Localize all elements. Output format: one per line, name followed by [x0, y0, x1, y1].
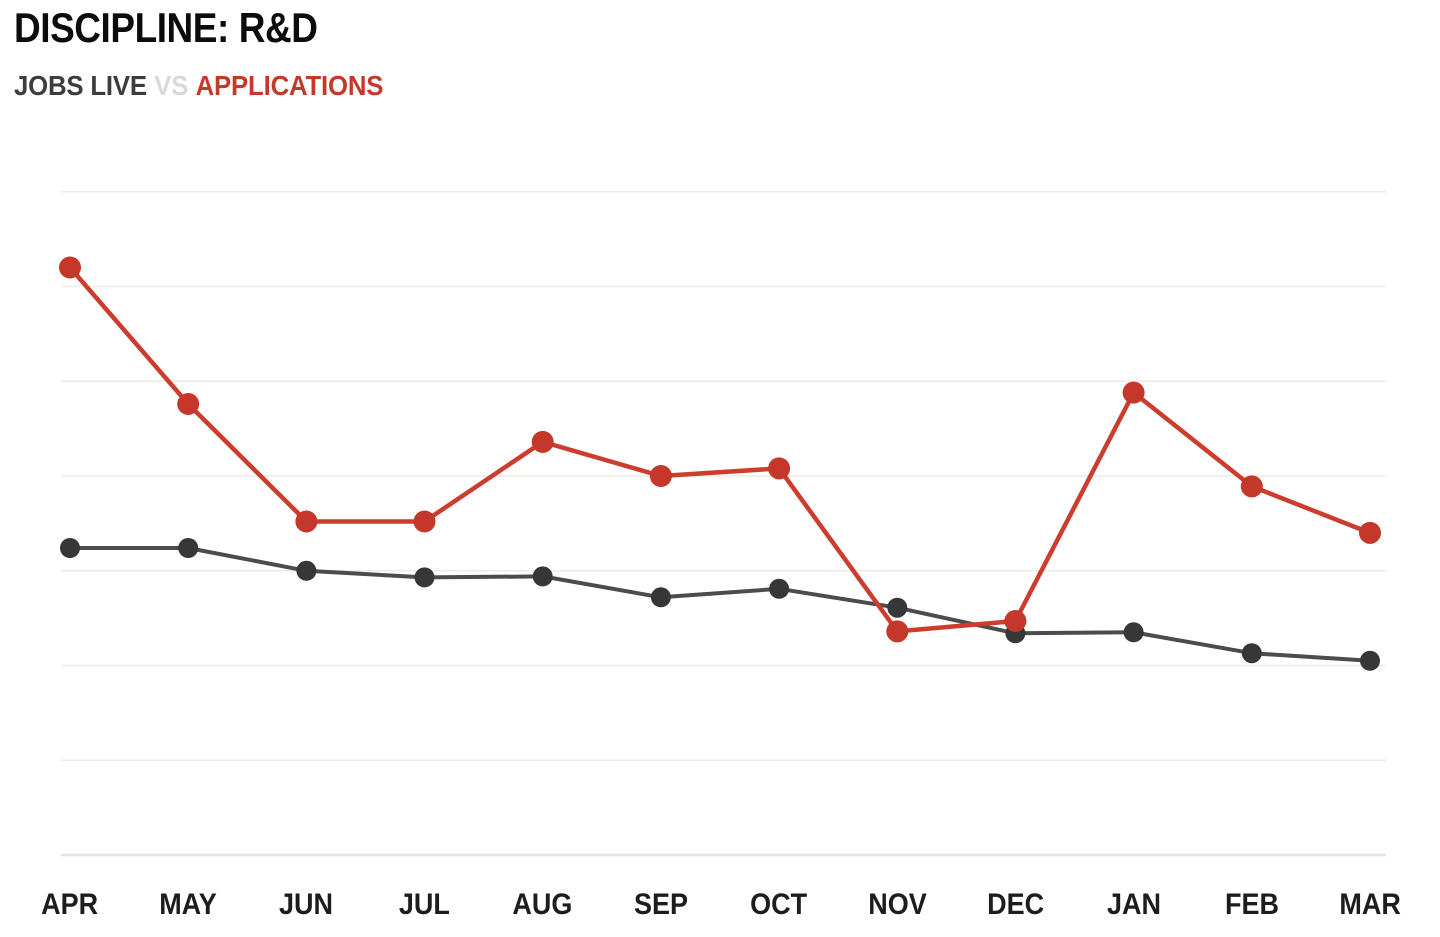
applications-point[interactable] — [886, 620, 909, 643]
jobs-live-point[interactable] — [887, 597, 908, 618]
x-axis-label: FEB — [1224, 888, 1279, 921]
applications-point[interactable] — [1240, 475, 1263, 498]
page-title: DISCIPLINE: R&D — [14, 4, 318, 51]
applications-point[interactable] — [649, 465, 672, 487]
jobs-live-line — [68, 546, 1372, 663]
x-axis-label: SEP — [633, 888, 688, 921]
applications-point[interactable] — [531, 430, 554, 453]
jobs-live-point[interactable] — [1360, 650, 1380, 671]
jobs-live-point[interactable] — [532, 566, 553, 587]
applications-point[interactable] — [177, 393, 200, 415]
jobs-live-point[interactable] — [60, 538, 80, 558]
jobs-live-point[interactable] — [296, 560, 317, 581]
applications-point[interactable] — [1359, 521, 1381, 544]
x-axis-label: OCT — [750, 888, 808, 921]
jobs-live-point[interactable] — [650, 587, 671, 608]
applications-point[interactable] — [1122, 381, 1145, 404]
legend-jobs-live: JOBS LIVE — [14, 70, 147, 101]
applications-point[interactable] — [413, 510, 436, 533]
x-axis-label: JUN — [279, 888, 334, 921]
jobs-live-point[interactable] — [769, 578, 790, 599]
jobs-live-point[interactable] — [178, 538, 199, 558]
applications-point[interactable] — [768, 457, 791, 480]
x-axis-label: NOV — [867, 888, 927, 921]
jobs-live-point[interactable] — [414, 567, 435, 588]
jobs-live-point[interactable] — [1241, 643, 1262, 664]
x-axis-label: JAN — [1106, 888, 1161, 921]
x-axis-label: DEC — [986, 888, 1044, 921]
x-axis-label: AUG — [512, 888, 573, 921]
applications-point[interactable] — [59, 256, 81, 279]
jobs-live-point[interactable] — [1123, 622, 1144, 643]
x-axis-label: JUL — [399, 888, 451, 921]
applications-point[interactable] — [295, 510, 318, 533]
applications-point[interactable] — [1004, 610, 1027, 632]
legend-applications: APPLICATIONS — [195, 70, 384, 101]
x-axis-label: MAY — [159, 888, 217, 921]
applications-line — [67, 265, 1373, 634]
chart-legend: JOBS LIVE VS APPLICATIONS — [14, 70, 383, 102]
x-axis-label: APR — [41, 888, 99, 921]
x-axis: APR MAY JUN JUL AUG SEP OCT NOV DEC JAN … — [41, 888, 1400, 922]
legend-vs: VS — [154, 70, 189, 101]
x-axis-label: MAR — [1339, 888, 1401, 921]
